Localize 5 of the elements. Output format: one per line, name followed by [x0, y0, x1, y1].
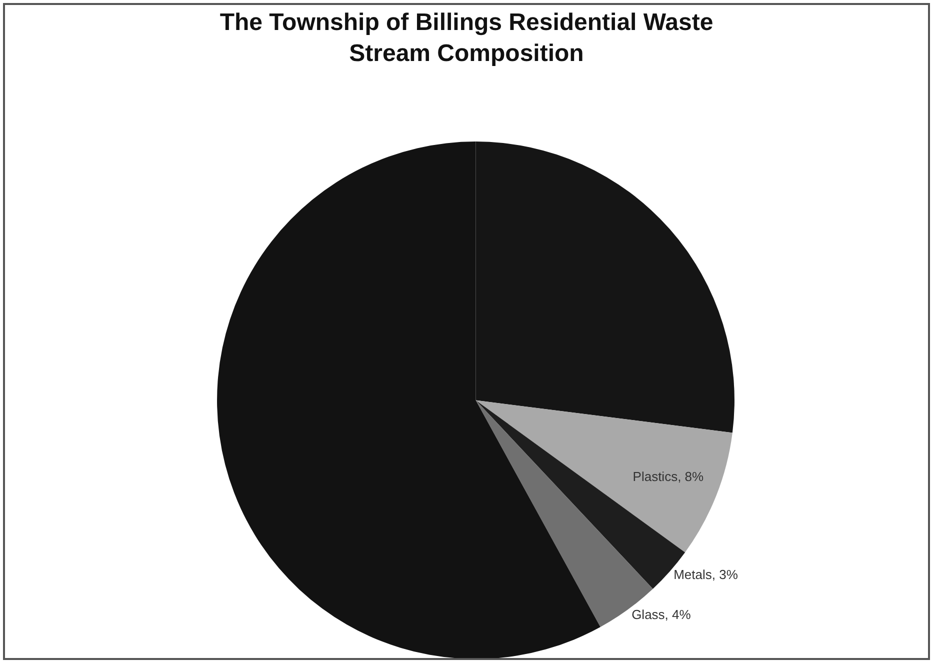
- slice-label: Glass, 4%: [632, 606, 692, 622]
- slice-label: Plastics, 8%: [632, 469, 704, 484]
- slice-label: Metals, 3%: [674, 567, 738, 582]
- pie-slice: [476, 400, 732, 552]
- chart-title: The Township of Billings Residential Waste Stream Composition: [220, 8, 714, 68]
